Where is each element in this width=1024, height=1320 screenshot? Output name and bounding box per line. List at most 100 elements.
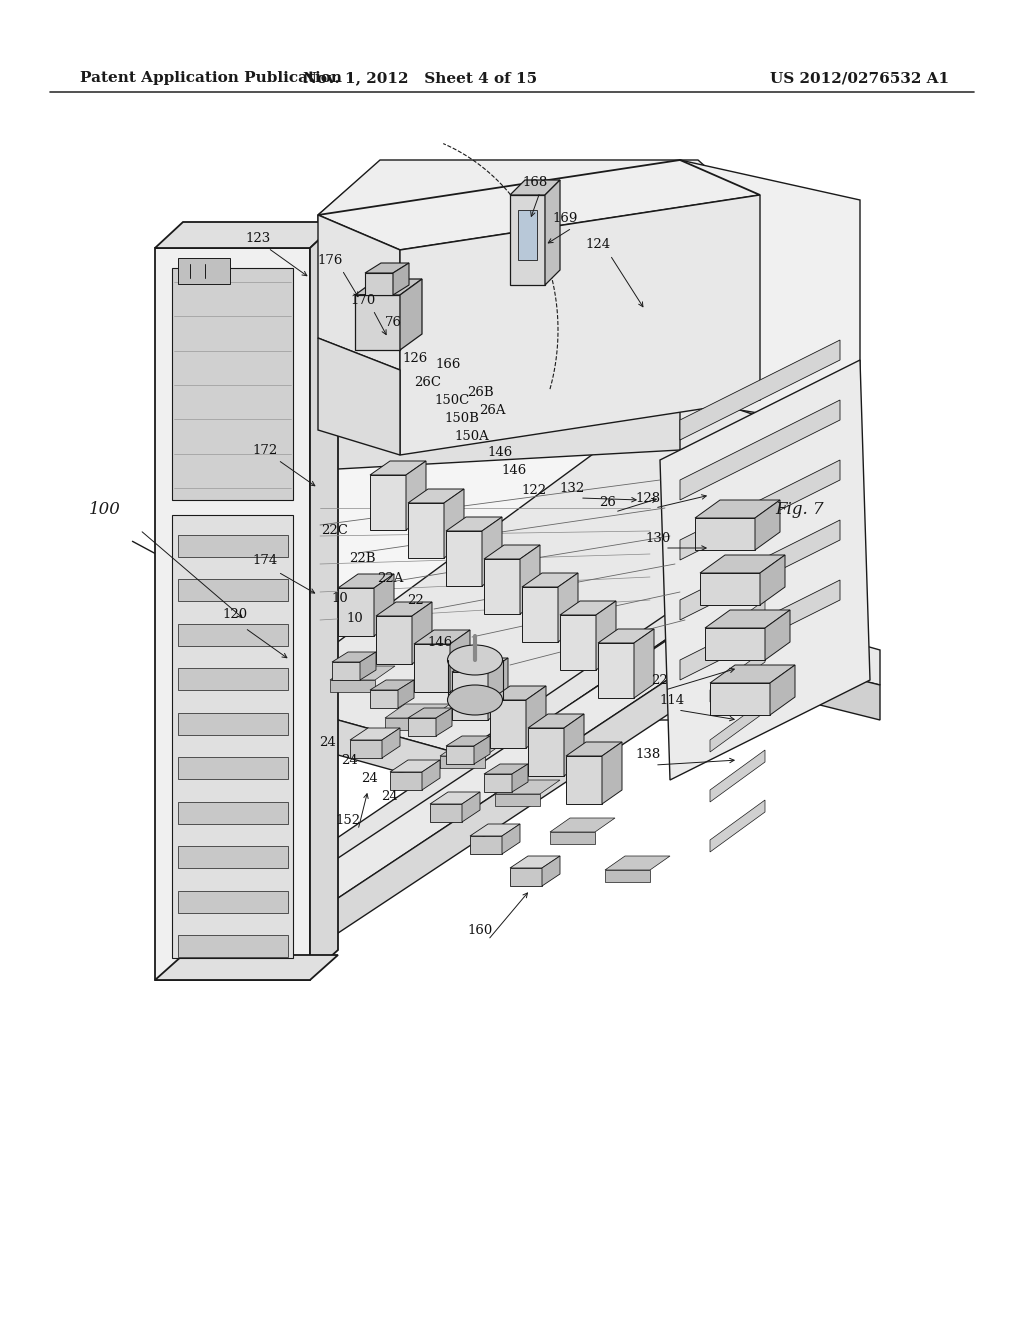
Polygon shape: [385, 704, 450, 718]
Polygon shape: [332, 663, 360, 680]
Text: 150B: 150B: [444, 412, 479, 425]
Text: 169: 169: [552, 211, 578, 224]
Polygon shape: [385, 718, 430, 730]
Text: 138: 138: [635, 748, 660, 762]
Polygon shape: [700, 554, 785, 573]
Polygon shape: [558, 573, 578, 642]
Polygon shape: [528, 729, 564, 776]
Polygon shape: [155, 954, 338, 979]
Polygon shape: [710, 682, 770, 715]
Polygon shape: [172, 515, 293, 958]
Polygon shape: [374, 574, 394, 636]
Polygon shape: [770, 665, 795, 715]
Polygon shape: [470, 824, 520, 836]
Text: 128: 128: [636, 491, 660, 504]
Polygon shape: [376, 602, 432, 616]
Polygon shape: [452, 672, 488, 719]
Polygon shape: [710, 700, 765, 752]
Polygon shape: [550, 832, 595, 843]
Polygon shape: [440, 756, 485, 768]
Polygon shape: [440, 742, 505, 756]
Polygon shape: [680, 459, 840, 560]
Polygon shape: [350, 729, 400, 741]
Polygon shape: [178, 891, 288, 912]
Text: 152: 152: [336, 813, 360, 826]
Polygon shape: [484, 545, 540, 558]
Polygon shape: [365, 263, 409, 273]
Polygon shape: [376, 616, 412, 664]
Polygon shape: [522, 587, 558, 642]
Polygon shape: [430, 792, 480, 804]
Text: 24: 24: [382, 789, 398, 803]
Polygon shape: [710, 665, 795, 682]
Text: 126: 126: [402, 351, 428, 364]
Polygon shape: [400, 195, 760, 455]
Text: 76: 76: [384, 317, 401, 330]
Polygon shape: [765, 610, 790, 660]
Text: 122: 122: [521, 483, 547, 496]
Text: 22C: 22C: [322, 524, 348, 536]
Text: 22: 22: [651, 673, 669, 686]
Polygon shape: [318, 162, 760, 719]
Text: 150A: 150A: [455, 429, 489, 442]
Polygon shape: [319, 645, 720, 945]
Polygon shape: [172, 268, 293, 500]
Polygon shape: [484, 764, 528, 774]
Text: US 2012/0276532 A1: US 2012/0276532 A1: [770, 71, 949, 84]
Polygon shape: [318, 338, 400, 455]
Polygon shape: [520, 545, 540, 614]
Text: 22A: 22A: [377, 572, 403, 585]
Polygon shape: [500, 510, 860, 800]
Polygon shape: [414, 630, 470, 644]
Polygon shape: [178, 535, 288, 557]
Polygon shape: [330, 680, 375, 692]
Polygon shape: [370, 680, 414, 690]
Text: 100: 100: [89, 502, 121, 519]
Polygon shape: [178, 624, 288, 645]
Polygon shape: [550, 818, 615, 832]
Polygon shape: [502, 824, 520, 854]
Polygon shape: [510, 869, 542, 886]
Text: 172: 172: [252, 444, 278, 457]
Polygon shape: [450, 630, 470, 692]
Polygon shape: [436, 708, 452, 737]
Text: 26: 26: [600, 495, 616, 508]
Polygon shape: [705, 628, 765, 660]
Polygon shape: [660, 360, 870, 780]
Text: 24: 24: [342, 754, 358, 767]
Polygon shape: [710, 649, 765, 702]
Polygon shape: [310, 222, 338, 975]
Polygon shape: [370, 475, 406, 531]
Polygon shape: [680, 400, 840, 500]
Polygon shape: [412, 602, 432, 664]
Polygon shape: [720, 645, 880, 719]
Text: 10: 10: [347, 611, 364, 624]
Polygon shape: [598, 630, 654, 643]
Text: Patent Application Publication: Patent Application Publication: [80, 71, 342, 84]
Polygon shape: [695, 500, 780, 517]
Polygon shape: [446, 531, 482, 586]
Polygon shape: [596, 601, 616, 671]
Polygon shape: [338, 574, 394, 587]
Polygon shape: [680, 341, 840, 440]
Text: 146: 146: [487, 446, 513, 459]
Polygon shape: [319, 715, 500, 800]
Text: 146: 146: [427, 635, 453, 648]
Text: 168: 168: [522, 176, 548, 189]
Polygon shape: [490, 700, 526, 748]
Polygon shape: [522, 573, 578, 587]
Polygon shape: [605, 870, 650, 882]
Polygon shape: [408, 503, 444, 558]
Polygon shape: [332, 652, 376, 663]
Polygon shape: [566, 756, 602, 804]
Polygon shape: [490, 686, 546, 700]
Text: Nov. 1, 2012   Sheet 4 of 15: Nov. 1, 2012 Sheet 4 of 15: [303, 71, 537, 84]
Text: 124: 124: [586, 239, 610, 252]
Polygon shape: [355, 279, 422, 294]
Polygon shape: [330, 667, 395, 680]
Polygon shape: [365, 273, 393, 294]
Text: 26A: 26A: [479, 404, 505, 417]
Text: 26B: 26B: [467, 385, 494, 399]
Polygon shape: [338, 587, 374, 636]
Text: 24: 24: [361, 771, 379, 784]
